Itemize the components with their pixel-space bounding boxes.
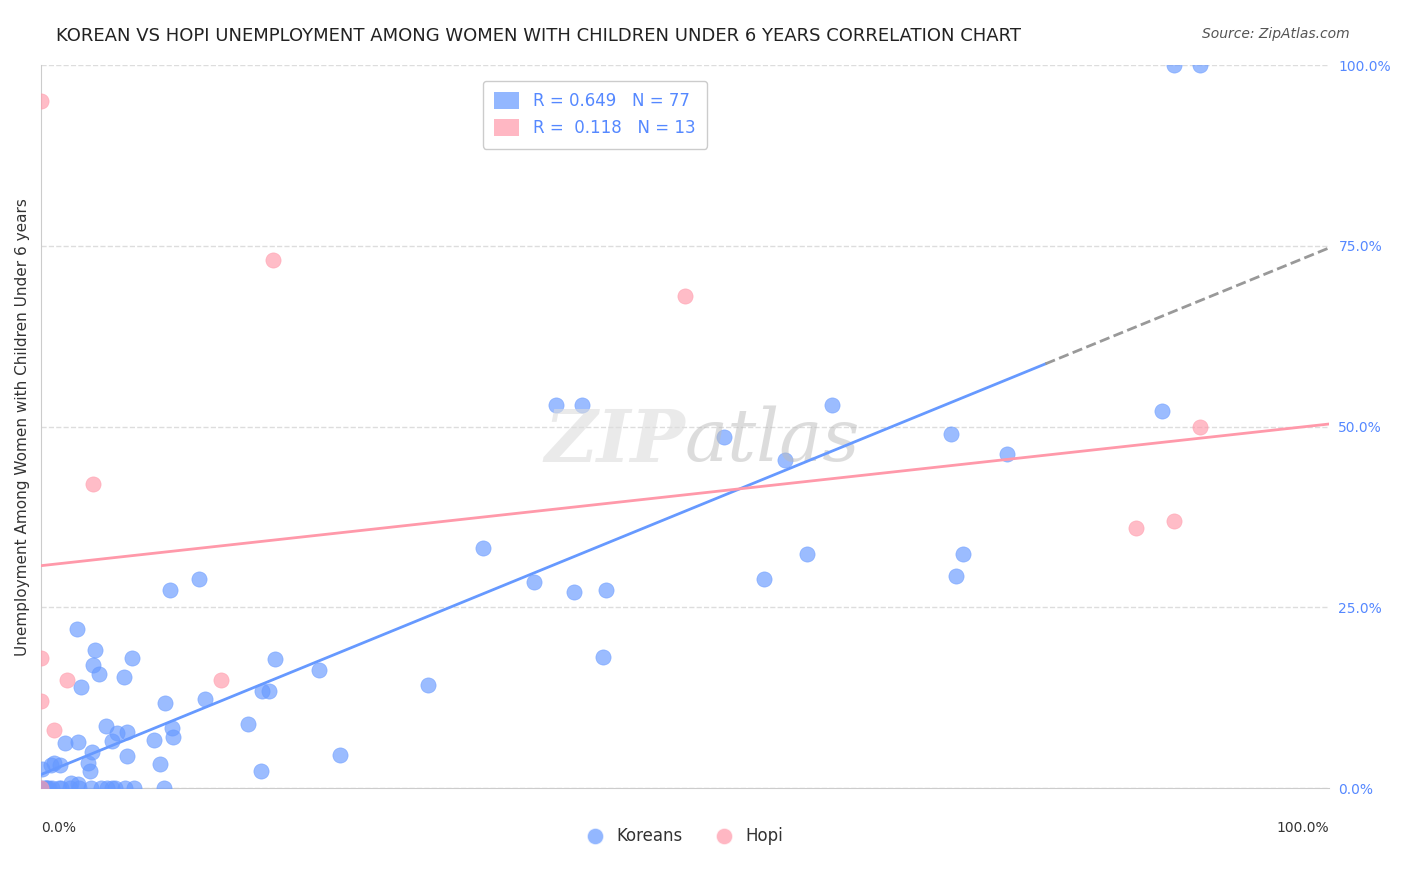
Point (30, 95, 52, 109)
Point (194, 692, 217, 706)
Point (941, 427, 963, 442)
Point (159, 582, 181, 597)
Text: 100.0%: 100.0% (1277, 821, 1329, 835)
Point (160, 721, 183, 735)
Point (87, 666, 110, 681)
Point (952, 547, 974, 561)
Point (1152, 404, 1174, 418)
Point (114, 781, 136, 796)
Point (30, 781, 52, 796)
Point (995, 447, 1018, 461)
Point (67, 777, 90, 791)
Point (571, 398, 593, 412)
Point (471, 541, 494, 556)
Point (104, 781, 127, 796)
Point (250, 764, 273, 779)
Point (523, 575, 546, 590)
Point (79, 781, 101, 796)
Point (546, 398, 568, 412)
Point (84, 643, 107, 657)
Point (32, 781, 55, 796)
Point (153, 696, 176, 710)
Point (60, 776, 83, 790)
Point (79, 764, 101, 778)
Point (41, 781, 63, 796)
Point (38, 781, 60, 796)
Point (153, 781, 176, 796)
Point (115, 748, 138, 763)
Point (595, 583, 617, 598)
Point (39, 757, 62, 772)
Point (122, 781, 145, 796)
Point (416, 678, 439, 692)
Point (820, 398, 842, 412)
Point (308, 663, 330, 677)
Point (329, 747, 352, 762)
Point (90, 781, 112, 796)
Point (592, 650, 614, 665)
Text: atlas: atlas (685, 406, 860, 476)
Point (77, 756, 100, 770)
Text: KOREAN VS HOPI UNEMPLOYMENT AMONG WOMEN WITH CHILDREN UNDER 6 YEARS CORRELATION : KOREAN VS HOPI UNEMPLOYMENT AMONG WOMEN … (56, 27, 1021, 45)
Text: ZIP: ZIP (544, 406, 685, 476)
Point (112, 670, 135, 684)
Point (31, 762, 53, 776)
Point (1163, 58, 1185, 72)
Point (48, 758, 70, 772)
Point (94, 719, 117, 733)
Point (562, 585, 585, 599)
Point (1188, 58, 1211, 72)
Point (1188, 419, 1211, 434)
Point (773, 452, 796, 467)
Point (82, 657, 104, 672)
Point (96, 781, 118, 796)
Point (188, 572, 211, 586)
Point (105, 726, 128, 740)
Point (713, 430, 735, 444)
Point (262, 253, 284, 268)
Point (35, 781, 58, 796)
Point (30, 694, 52, 708)
Point (59, 781, 82, 796)
Point (796, 547, 818, 561)
Point (121, 651, 143, 665)
Point (257, 684, 280, 698)
Point (67, 781, 90, 796)
Point (82, 477, 104, 491)
Text: 0.0%: 0.0% (41, 821, 76, 835)
Point (30, 651, 52, 665)
Point (250, 683, 273, 698)
Point (37, 781, 59, 796)
Point (117, 724, 139, 739)
Point (67, 735, 90, 749)
Point (945, 568, 967, 582)
Point (30, 781, 52, 796)
Point (752, 572, 775, 586)
Point (66, 622, 89, 636)
Text: Source: ZipAtlas.com: Source: ZipAtlas.com (1202, 27, 1350, 41)
Point (101, 781, 124, 796)
Point (673, 289, 696, 303)
Point (70, 680, 93, 694)
Point (142, 733, 165, 747)
Point (53, 736, 76, 750)
Point (209, 673, 232, 687)
Y-axis label: Unemployment Among Women with Children Under 6 years: Unemployment Among Women with Children U… (15, 198, 30, 656)
Point (101, 734, 124, 748)
Point (49, 781, 72, 796)
Point (1163, 514, 1185, 528)
Point (42, 723, 65, 738)
Point (44, 756, 66, 771)
Point (48, 781, 70, 796)
Point (56, 673, 79, 687)
Point (1125, 521, 1147, 535)
Point (236, 717, 259, 731)
Point (80, 745, 103, 759)
Point (263, 652, 285, 666)
Legend: R = 0.649   N = 77, R =  0.118   N = 13: R = 0.649 N = 77, R = 0.118 N = 13 (482, 80, 707, 149)
Point (35, 781, 58, 796)
Point (162, 730, 184, 744)
Point (149, 757, 172, 772)
